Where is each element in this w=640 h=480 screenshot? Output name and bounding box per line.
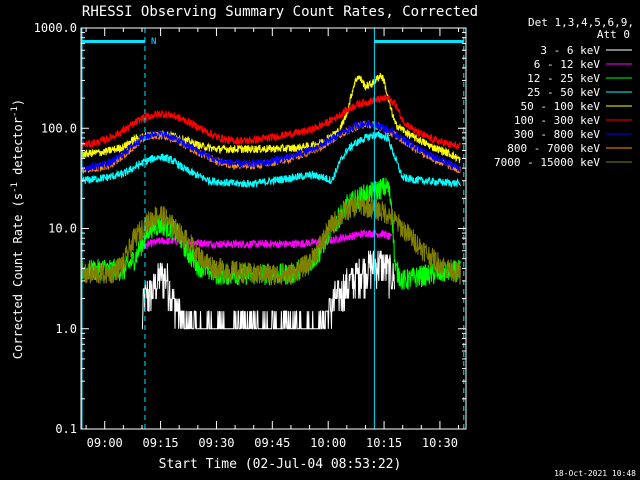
x-tick-label: 09:00 [87,436,123,450]
x-tick-label: 09:45 [254,436,290,450]
night-bar-0 [82,40,145,43]
y-tick-label: 1000.0 [34,21,77,35]
legend-entry: 3 - 6 keV [540,44,632,57]
y-tick-label: 0.1 [55,422,77,436]
legend-entry: 25 - 50 keV [527,86,632,99]
legend-entry: 300 - 800 keV [514,128,632,141]
y-axis-label: Corrected Count Rate (s-1 detector-1) [10,99,25,359]
legend-label: 100 - 300 keV [514,114,600,127]
chart-title: RHESSI Observing Summary Count Rates, Co… [82,4,478,20]
plot-area: N 0.1 1.0 10.0 100.0 1000.0 09:00 09:15 09:30 09:… [34,21,467,450]
legend-label: 300 - 800 keV [514,128,600,141]
series-line-0 [141,250,395,330]
y-axis-label-exponent: -1 [10,106,20,117]
x-tick-label: 10:15 [366,436,402,450]
y-axis-label-part: ) [11,99,25,106]
legend-header: Det 1,3,4,5,6,9, Att 0 [528,16,634,41]
legend-label: 25 - 50 keV [527,86,600,99]
legend-label: 800 - 7000 keV [507,142,600,155]
y-tick-label: 1.0 [55,322,77,336]
legend-entry: 50 - 100 keV [521,100,632,113]
y-tick-label: 10.0 [48,222,77,236]
legend-label: 7000 - 15000 keV [494,156,600,169]
x-tick-label: 10:00 [310,436,346,450]
legend-entry: 100 - 300 keV [514,114,632,127]
x-tick-label: 09:30 [198,436,234,450]
x-tick-label: 10:30 [422,436,458,450]
y-axis-label-part: Corrected Count Rate (s [11,193,25,359]
legend-label: 3 - 6 keV [540,44,600,57]
legend-entry: 7000 - 15000 keV [494,156,632,169]
y-axis-label-exponent: -1 [10,182,20,193]
legend-header-line-2: Att 0 [597,28,630,41]
series-line-3 [81,130,461,188]
night-marker-label: N [151,37,156,47]
legend-entry: 800 - 7000 keV [507,142,632,155]
legend-entry: 6 - 12 keV [534,58,632,71]
x-axis-label: Start Time (02-Jul-04 08:53:22) [159,457,402,472]
legend-header-line-1: Det 1,3,4,5,6,9, [528,16,634,29]
y-tick-label: 100.0 [41,121,77,135]
timestamp: 18-Oct-2021 10:48 [554,469,636,478]
legend-label: 6 - 12 keV [534,58,601,71]
legend-entry: 12 - 25 keV [527,72,632,85]
y-axis-label-part: detector [11,117,25,182]
legend-label: 50 - 100 keV [521,100,601,113]
x-tick-label: 09:15 [143,436,179,450]
night-bar-1 [374,40,464,43]
legend-label: 12 - 25 keV [527,72,600,85]
